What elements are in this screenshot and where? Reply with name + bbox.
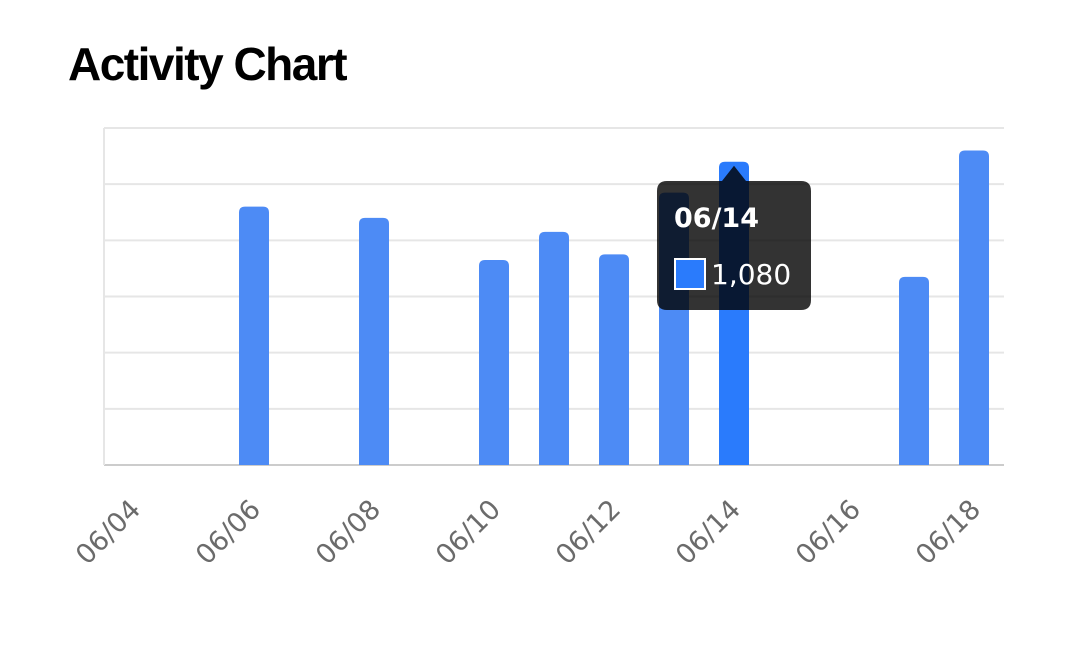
x-tick-label: 06/14	[670, 494, 747, 571]
bar	[239, 206, 269, 465]
x-tick-label: 06/08	[310, 494, 387, 571]
bar	[959, 150, 989, 465]
chart-title: Activity Chart	[68, 38, 347, 90]
tooltip-title: 06/14	[674, 203, 759, 234]
bar	[359, 217, 389, 465]
x-tick-label: 06/16	[790, 494, 867, 571]
tooltip: 06/14 1,080	[657, 165, 811, 310]
x-tick-label: 06/10	[430, 494, 507, 571]
tooltip-swatch	[674, 258, 706, 290]
x-tick-label: 06/18	[910, 494, 987, 571]
x-tick-label: 06/06	[190, 494, 267, 571]
x-tick-label: 06/04	[70, 494, 147, 571]
x-tick-label: 06/12	[550, 494, 627, 571]
bar	[899, 276, 929, 465]
tooltip-value: 1,080	[711, 258, 791, 291]
bar	[479, 259, 509, 465]
bar	[599, 254, 629, 465]
bar	[539, 231, 569, 465]
